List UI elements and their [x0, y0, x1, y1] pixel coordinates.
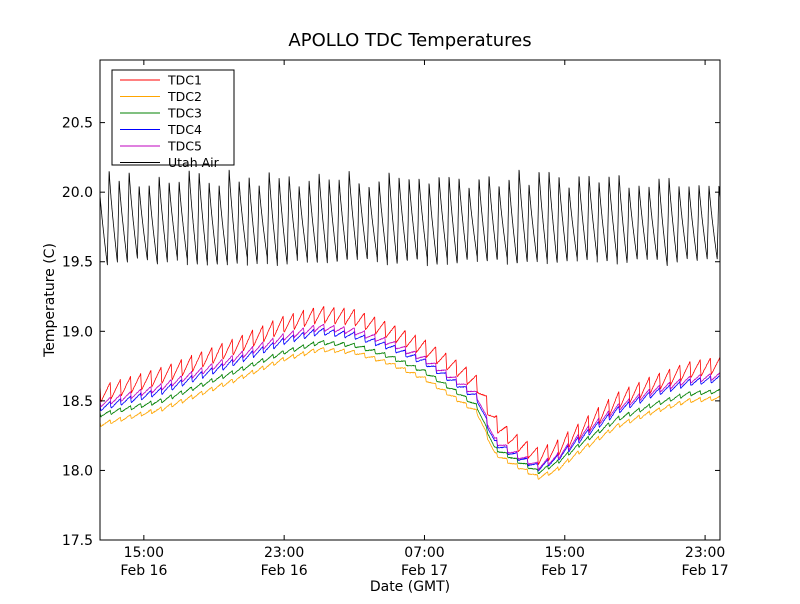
y-tick-label: 18.5: [62, 394, 93, 410]
x-tick-label-date: Feb 17: [401, 563, 448, 579]
series-line-tdc2: [100, 347, 720, 480]
legend-label: Utah Air: [168, 155, 220, 170]
plot-frame: [99, 59, 721, 541]
legend-frame: [111, 69, 235, 166]
x-tick-label-date: Feb 16: [120, 563, 167, 579]
legend-label: TDC2: [167, 89, 202, 104]
x-tick-label-date: Feb 16: [261, 563, 308, 579]
legend-label: TDC3: [167, 106, 202, 121]
x-axis-label: Date (GMT): [370, 579, 450, 595]
y-axis-label: Temperature (C): [42, 243, 58, 358]
x-tick-label-date: Feb 17: [541, 563, 588, 579]
y-tick-label: 17.5: [62, 533, 93, 549]
x-tick-label-time: 15:00: [124, 545, 164, 561]
x-tick-label-date: Feb 17: [682, 563, 729, 579]
y-tick-label: 20.0: [62, 185, 93, 201]
legend-label: TDC4: [167, 122, 202, 137]
legend-label: TDC1: [167, 73, 202, 88]
legend-label: TDC5: [167, 139, 202, 154]
x-tick-label-time: 23:00: [264, 545, 304, 561]
x-tick-label-time: 07:00: [404, 545, 444, 561]
series-line-tdc5: [100, 323, 720, 471]
axes-ticks: 17.5 18.0 18.5 19.0 19.5 20.0 20.5 15:00 Feb 16 2…: [62, 60, 729, 579]
series-line-tdc3: [100, 340, 720, 475]
series-line-tdc1: [100, 305, 720, 466]
series-line-tdc4: [100, 327, 720, 472]
chart-title: APOLLO TDC Temperatures: [288, 30, 531, 51]
y-tick-label: 18.0: [62, 463, 93, 479]
y-tick-label: 19.0: [62, 324, 93, 340]
x-tick-label-time: 23:00: [685, 545, 725, 561]
y-tick-label: 20.5: [62, 116, 93, 132]
series-layer: [100, 169, 720, 480]
x-tick-label-time: 15:00: [545, 545, 585, 561]
y-tick-label: 19.5: [62, 255, 93, 271]
series-line-utah-air: [100, 169, 720, 267]
